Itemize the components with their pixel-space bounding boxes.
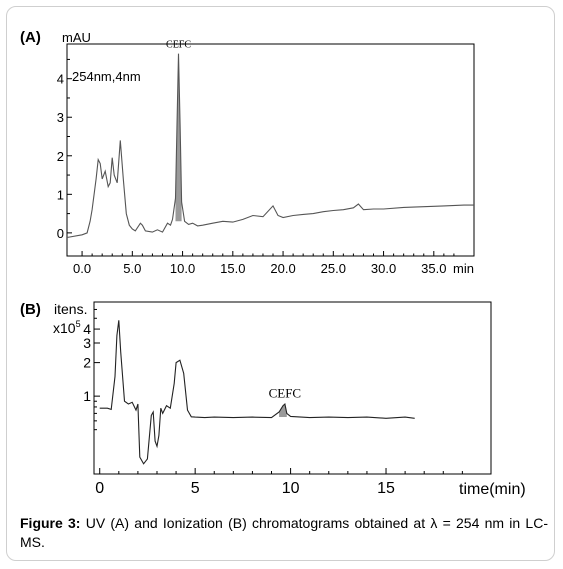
panel-b-y-multiplier: x105	[53, 319, 81, 336]
panel-b-plot-frame	[93, 301, 492, 475]
panel-b-y-axis-label: itens.	[54, 301, 87, 317]
panel-a-x-ticks: 0.0 5.0 10.0 15.0 20.0 25.0 30.0 35.0	[73, 251, 455, 276]
panel-a-x-tick-label: 0.0	[73, 261, 91, 276]
panel-b-x-axis-label: time(min)	[459, 481, 526, 498]
panel-a-y-tick-label: 3	[57, 110, 64, 125]
panel-a-y-tick-label: 4	[57, 72, 64, 87]
panel-b-y-multiplier-base: x10	[53, 320, 76, 336]
caption-label: Figure 3:	[20, 515, 81, 531]
panel-b-y-tick-label: 3	[83, 335, 91, 351]
panel-a-x-tick-label: 20.0	[270, 261, 295, 276]
panel-b-peak-fill	[279, 404, 287, 417]
panel-b-ion-trace	[99, 320, 415, 465]
panel-b-y-multiplier-exp: 5	[76, 319, 81, 329]
panel-a-x-tick-label: 15.0	[220, 261, 245, 276]
panel-a-x-tick-label: 35.0	[421, 261, 446, 276]
panel-b-y-tick-label: 4	[83, 321, 91, 337]
caption-text: UV (A) and Ionization (B) chromatograms …	[20, 515, 548, 550]
panel-a-x-tick-label: 5.0	[123, 261, 141, 276]
panel-b-y-ticks: 1 2 34	[83, 308, 100, 431]
panel-a-annotation: 254nm,4nm	[72, 69, 141, 84]
panel-a-y-tick-label: 1	[57, 187, 64, 202]
panel-a-x-axis-label: min	[453, 261, 474, 276]
figure-caption: Figure 3: UV (A) and Ionization (B) chro…	[20, 514, 548, 552]
panel-b-x-tick-label: 0	[95, 480, 104, 497]
panel-a-y-tick-label: 2	[57, 149, 64, 164]
figure-frame	[6, 6, 555, 561]
panel-b-x-tick-label: 15	[377, 480, 395, 497]
panel-b-y-tick-label: 2	[83, 355, 91, 371]
panel-a-peak-fill	[175, 53, 182, 222]
panel-b-y-tick-label: 1	[83, 388, 91, 404]
panel-a-x-tick-label: 25.0	[321, 261, 346, 276]
panel-b-label: (B)	[20, 301, 41, 318]
panel-a-y-axis-label: mAU	[62, 30, 91, 45]
panel-a-plot-frame	[66, 43, 475, 257]
panel-a-uv-trace	[66, 53, 474, 239]
panel-b-x-tick-label: 10	[282, 480, 300, 497]
panel-a-x-tick-label: 10.0	[170, 261, 195, 276]
panel-b-x-tick-label: 5	[191, 480, 200, 497]
panel-a-y-ticks: 0 1 2 3 4	[57, 58, 72, 241]
panel-a-peak-label: CEFC	[166, 40, 191, 51]
panel-a-y-tick-label: 0	[57, 226, 64, 241]
panel-b-peak-label: CEFC	[269, 386, 302, 401]
panel-b-x-ticks: 0 5 10 15	[95, 468, 463, 497]
panel-a-x-tick-label: 30.0	[371, 261, 396, 276]
panel-a: (A) mAU 254nm,4nm min 0 1 2 3 4 0.0 5.0 10.0 15…	[20, 29, 475, 276]
panel-a-label: (A)	[20, 29, 41, 46]
